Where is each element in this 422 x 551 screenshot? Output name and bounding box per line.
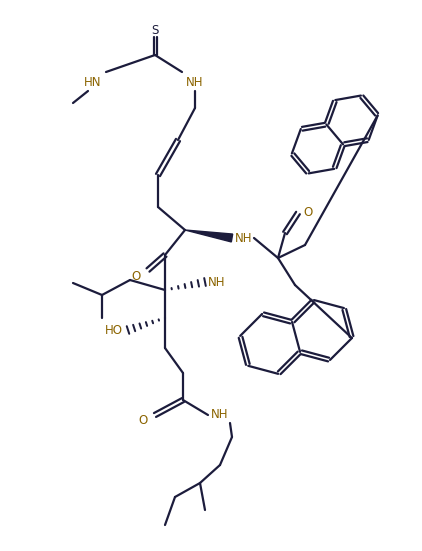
- Polygon shape: [185, 230, 233, 242]
- Text: HO: HO: [105, 323, 123, 337]
- Text: NH: NH: [235, 231, 253, 245]
- Text: O: O: [131, 269, 141, 283]
- Text: NH: NH: [208, 276, 226, 289]
- Text: O: O: [138, 413, 148, 426]
- Text: HN: HN: [84, 75, 102, 89]
- Text: O: O: [303, 207, 313, 219]
- Text: S: S: [151, 24, 159, 36]
- Text: NH: NH: [211, 408, 229, 422]
- Text: NH: NH: [186, 75, 204, 89]
